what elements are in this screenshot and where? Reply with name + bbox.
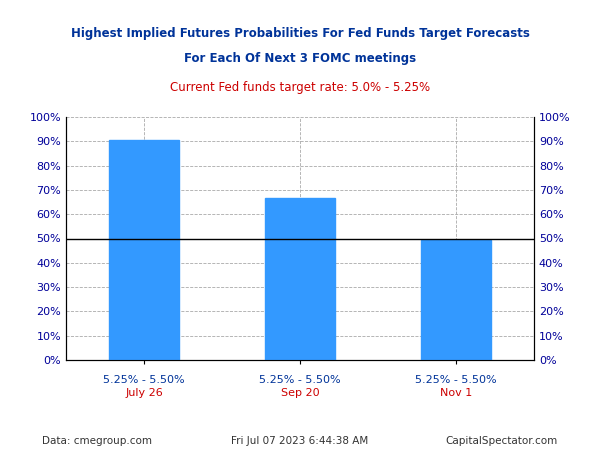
Text: CapitalSpectator.com: CapitalSpectator.com — [446, 436, 558, 446]
Text: 5.25% - 5.50%: 5.25% - 5.50% — [415, 374, 497, 385]
Text: Nov 1: Nov 1 — [440, 388, 472, 398]
Text: 5.25% - 5.50%: 5.25% - 5.50% — [259, 374, 341, 385]
Bar — [421, 240, 491, 360]
Text: 5.25% - 5.50%: 5.25% - 5.50% — [103, 374, 185, 385]
Bar — [109, 140, 179, 360]
Text: July 26: July 26 — [125, 388, 163, 398]
Text: Data: cmegroup.com: Data: cmegroup.com — [42, 436, 152, 446]
Bar — [265, 198, 335, 360]
Text: Sep 20: Sep 20 — [281, 388, 319, 398]
Text: Current Fed funds target rate: 5.0% - 5.25%: Current Fed funds target rate: 5.0% - 5.… — [170, 81, 430, 94]
Text: For Each Of Next 3 FOMC meetings: For Each Of Next 3 FOMC meetings — [184, 52, 416, 65]
Text: Fri Jul 07 2023 6:44:38 AM: Fri Jul 07 2023 6:44:38 AM — [232, 436, 368, 446]
Text: Highest Implied Futures Probabilities For Fed Funds Target Forecasts: Highest Implied Futures Probabilities Fo… — [71, 27, 529, 40]
